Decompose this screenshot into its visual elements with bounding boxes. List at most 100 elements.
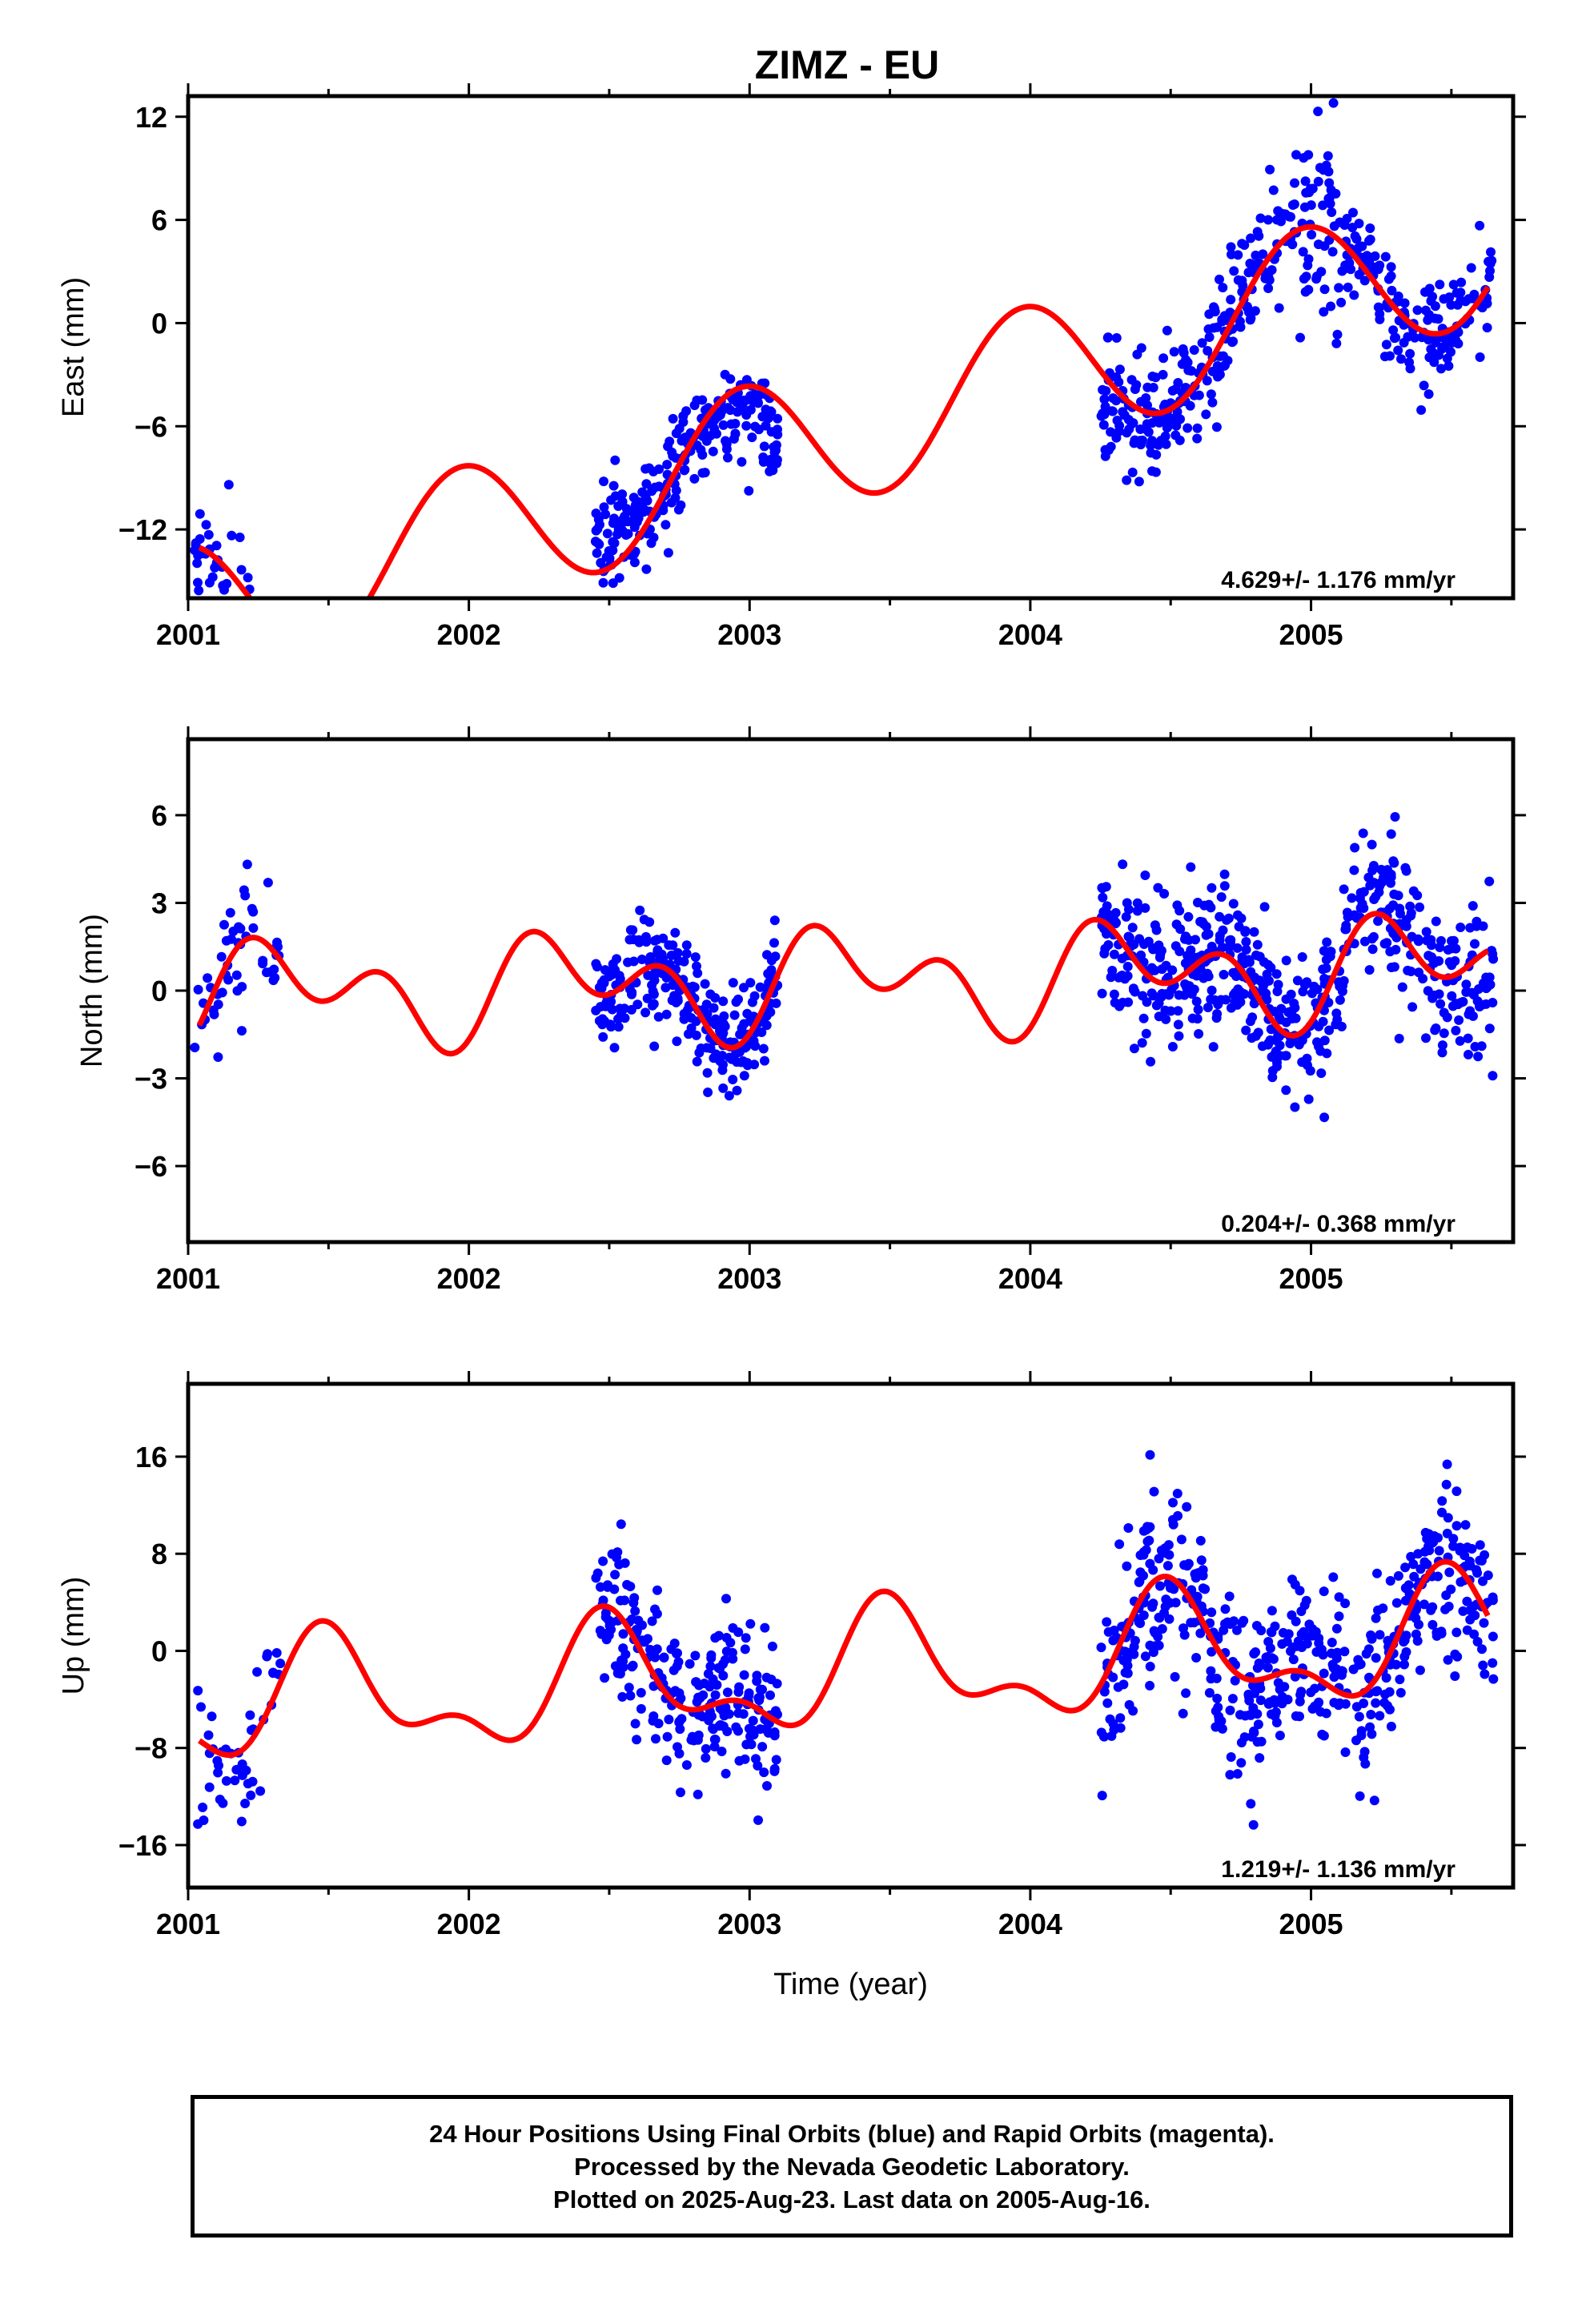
data-point-east-738 — [1348, 207, 1358, 218]
data-point-up-804 — [1340, 1598, 1351, 1609]
data-point-north-841 — [1484, 972, 1495, 983]
data-point-up-727 — [1122, 1655, 1132, 1665]
data-point-east-498 — [1123, 415, 1134, 424]
data-point-up-302 — [1182, 1502, 1192, 1512]
data-point-east-284 — [700, 468, 710, 478]
data-point-north-208 — [739, 1071, 749, 1081]
data-point-north-683 — [1107, 966, 1118, 975]
data-point-north-613 — [1223, 913, 1234, 923]
page-title: ZIMZ - EU — [755, 42, 940, 87]
data-point-up-93 — [721, 1647, 732, 1657]
data-point-north-637 — [1098, 883, 1107, 894]
data-point-up-81 — [647, 1616, 657, 1626]
data-point-up-596 — [1138, 1570, 1148, 1581]
data-point-east-351 — [1246, 233, 1256, 243]
data-point-east-364 — [1202, 376, 1212, 386]
data-point-north-625 — [1347, 893, 1357, 903]
data-point-north-253 — [649, 935, 660, 946]
data-point-up-667 — [1301, 1595, 1311, 1606]
data-point-up-457 — [1265, 1643, 1275, 1654]
data-point-east-97 — [744, 485, 754, 496]
y-tick-label-north-0: −6 — [135, 1150, 167, 1183]
data-point-up-646 — [1232, 1625, 1242, 1635]
data-point-up-242 — [706, 1650, 717, 1660]
data-point-east-677 — [1365, 223, 1375, 233]
y-tick-label-east-4: 12 — [135, 101, 167, 134]
data-point-east-714 — [1362, 255, 1372, 265]
x-tick-label-up-3: 2004 — [998, 1908, 1062, 1940]
data-point-north-258 — [624, 935, 635, 945]
data-point-north-115 — [653, 1011, 664, 1022]
data-point-east-444 — [1267, 265, 1277, 275]
data-point-north-816 — [1407, 1002, 1418, 1012]
data-point-north-266 — [658, 933, 669, 943]
data-point-east-153 — [720, 369, 730, 380]
data-point-north-112 — [769, 938, 779, 948]
y-tick-label-east-3: 6 — [151, 204, 167, 237]
data-point-east-565 — [1303, 284, 1314, 295]
footer-line-1: 24 Hour Positions Using Final Orbits (bl… — [429, 2119, 1275, 2148]
data-point-north-579 — [1230, 997, 1240, 1007]
data-point-north-162 — [718, 996, 729, 1007]
data-point-up-191 — [652, 1585, 662, 1595]
data-point-east-736 — [1419, 380, 1429, 391]
data-point-up-98 — [717, 1747, 727, 1756]
data-point-east-456 — [1099, 394, 1110, 404]
data-point-north-225 — [692, 961, 701, 971]
north-panel: 2001 2002 2003 2004 2005 −6 −3 0 3 6 North (mm) 0.2… — [75, 726, 1526, 1295]
plot-frame-east — [186, 94, 1516, 601]
data-point-north-811 — [1439, 1028, 1449, 1039]
data-point-up-813 — [1316, 1644, 1327, 1655]
data-point-north-292 — [599, 978, 609, 988]
data-point-east-119 — [617, 489, 628, 500]
data-point-north-498 — [1151, 1000, 1162, 1011]
data-point-north-126 — [760, 1055, 769, 1066]
data-point-east-610 — [1396, 354, 1406, 364]
data-point-up-217 — [772, 1679, 782, 1689]
data-point-north-478 — [1225, 935, 1235, 946]
data-point-north-35 — [216, 951, 227, 962]
data-point-north-567 — [1302, 1053, 1312, 1063]
data-points-north — [190, 812, 1499, 1123]
data-point-east-274 — [747, 432, 757, 443]
data-point-east-691 — [1423, 389, 1434, 400]
data-point-up-768 — [1198, 1570, 1208, 1581]
data-point-up-207 — [769, 1766, 780, 1776]
data-point-up-582 — [1230, 1675, 1240, 1686]
data-point-east-580 — [1301, 271, 1311, 282]
data-point-east-705 — [1359, 275, 1370, 286]
data-point-up-625 — [1419, 1557, 1430, 1567]
data-point-up-809 — [1102, 1617, 1112, 1627]
x-tick-label-east-0: 2001 — [156, 618, 220, 651]
data-point-north-43 — [263, 878, 273, 888]
data-point-east-78 — [600, 509, 611, 520]
data-point-east-440 — [1263, 283, 1274, 293]
data-point-up-408 — [1271, 1707, 1281, 1717]
data-point-east-749 — [1420, 305, 1431, 316]
data-point-up-326 — [1480, 1669, 1490, 1679]
data-point-east-324 — [1263, 215, 1273, 225]
data-point-east-225 — [773, 429, 783, 440]
data-point-up-522 — [1462, 1625, 1472, 1635]
data-point-up-22 — [275, 1659, 286, 1669]
data-point-north-89 — [732, 1085, 742, 1096]
data-point-up-365 — [1452, 1521, 1462, 1531]
data-point-up-683 — [1373, 1605, 1383, 1615]
data-point-north-606 — [1318, 1016, 1328, 1027]
data-point-up-60 — [616, 1519, 626, 1530]
data-point-up-181 — [630, 1719, 640, 1729]
data-point-east-740 — [1420, 287, 1430, 297]
data-point-up-267 — [690, 1651, 701, 1661]
data-point-east-584 — [1456, 277, 1467, 287]
data-point-east-562 — [1327, 247, 1338, 257]
data-point-east-642 — [1482, 323, 1492, 333]
data-point-north-617 — [1252, 939, 1263, 950]
data-point-north-863 — [1374, 887, 1384, 898]
data-point-north-615 — [1318, 964, 1328, 975]
data-point-north-862 — [1427, 991, 1438, 1001]
data-point-north-228 — [632, 999, 643, 1010]
data-point-north-725 — [1470, 939, 1480, 949]
data-point-up-745 — [1443, 1655, 1453, 1665]
data-point-east-5 — [211, 541, 222, 551]
data-point-up-410 — [1339, 1647, 1350, 1657]
